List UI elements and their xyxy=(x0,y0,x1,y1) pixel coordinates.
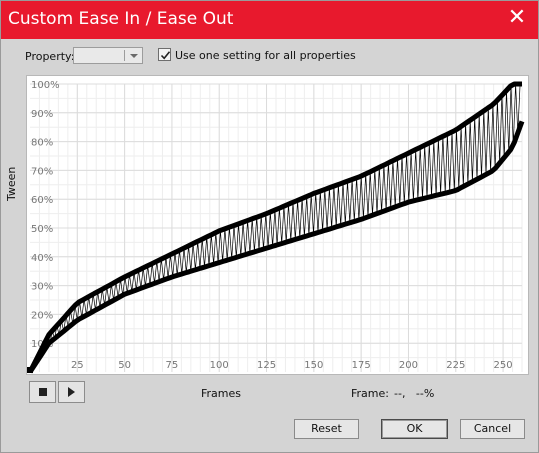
dialog-title: Custom Ease In / Ease Out xyxy=(8,9,234,29)
ease-graph[interactable]: 10% 20% 30% 40% 50% 60% 70% 80% 90% 100% 25 50 75 10… xyxy=(26,75,529,375)
x-tick-label: 75 xyxy=(166,360,179,371)
curve-start-handle[interactable] xyxy=(27,367,33,373)
x-tick-label: 175 xyxy=(352,360,371,371)
x-tick-label: 250 xyxy=(494,360,513,371)
play-icon xyxy=(68,387,75,397)
ease-curve-chart[interactable]: 10%20%30%40%50%60%70%80%90%100% 25 50 75 10… xyxy=(27,76,528,374)
y-tick-label: 90% xyxy=(31,109,53,120)
cancel-button[interactable]: Cancel xyxy=(460,419,525,439)
play-button[interactable] xyxy=(58,381,85,403)
y-tick-label: 70% xyxy=(31,166,53,177)
property-label: Property: xyxy=(25,50,75,63)
property-dropdown[interactable] xyxy=(73,47,143,64)
x-tick-label: 100 xyxy=(210,360,229,371)
use-one-setting-label: Use one setting for all properties xyxy=(175,49,356,62)
dropdown-separator xyxy=(124,50,125,61)
ease-curve-line[interactable] xyxy=(27,81,522,374)
close-icon[interactable]: ✕ xyxy=(507,5,527,30)
frame-readout-label: Frame: xyxy=(351,387,389,400)
y-tick-label: 80% xyxy=(31,138,53,149)
ease-hatch xyxy=(31,83,521,370)
ease-curve-line[interactable] xyxy=(27,120,525,374)
stop-icon xyxy=(39,388,47,396)
frame-readout-value: --, --% xyxy=(394,387,435,400)
y-axis-label: Tween xyxy=(5,166,18,201)
y-tick-label: 40% xyxy=(31,253,53,264)
checkmark-icon xyxy=(160,51,171,60)
ok-button[interactable]: OK xyxy=(381,419,448,439)
x-tick-label: 25 xyxy=(71,360,84,371)
y-tick-label: 20% xyxy=(31,310,53,321)
title-bar[interactable]: Custom Ease In / Ease Out ✕ xyxy=(1,1,538,39)
x-tick-label: 150 xyxy=(304,360,323,371)
y-tick-label: 30% xyxy=(31,282,53,293)
x-tick-label: 200 xyxy=(399,360,418,371)
y-tick-label: 50% xyxy=(31,224,53,235)
x-tick-label: 125 xyxy=(257,360,276,371)
use-one-setting-checkbox[interactable] xyxy=(158,48,171,61)
y-tick-label: 100% xyxy=(31,80,60,91)
x-axis-label: Frames xyxy=(201,387,242,400)
y-tick-label: 60% xyxy=(31,195,53,206)
x-tick-label: 225 xyxy=(446,360,465,371)
chevron-down-icon xyxy=(130,54,138,58)
options-bar: Property: Use one setting for all proper… xyxy=(1,39,538,75)
stop-button[interactable] xyxy=(29,381,56,403)
x-tick-label: 50 xyxy=(118,360,131,371)
reset-button[interactable]: Reset xyxy=(294,419,359,439)
